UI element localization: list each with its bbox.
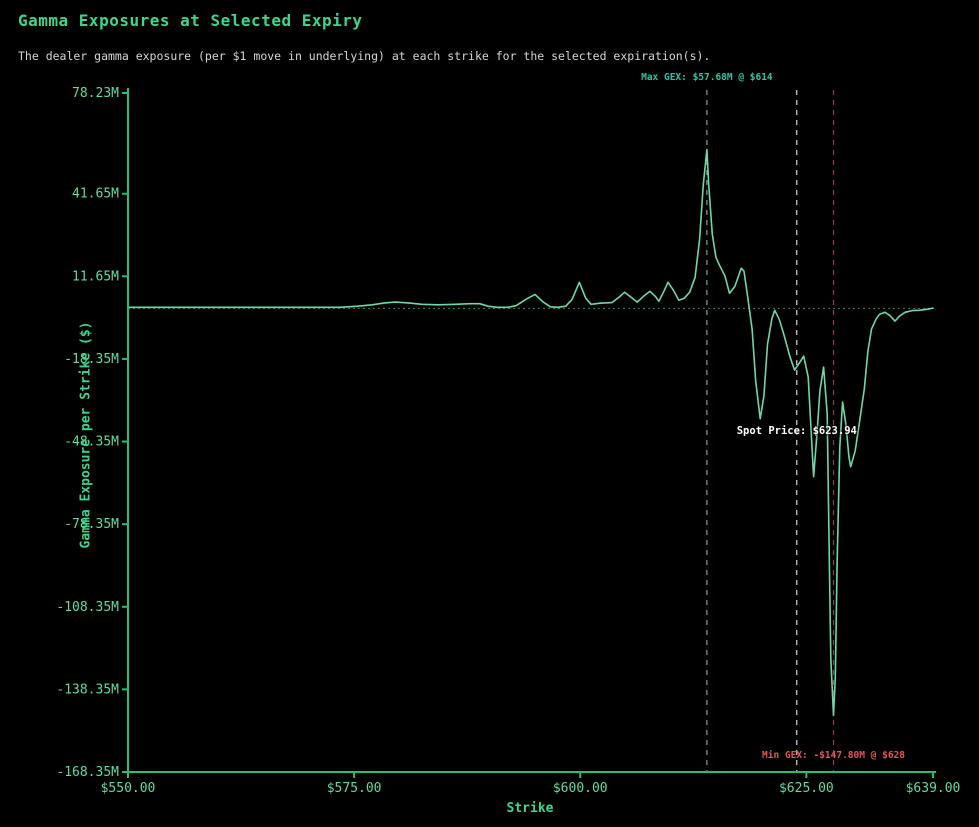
spot-price-annotation: Spot Price: $623.94	[736, 425, 857, 437]
y-tick-label: -138.35M	[56, 682, 119, 697]
min-gex-annotation: Min GEX: -$147.80M @ $628	[762, 750, 905, 761]
x-tick-label: $600.00	[553, 781, 608, 796]
page-subtitle: The dealer gamma exposure (per $1 move i…	[18, 49, 711, 63]
x-tick-label: $625.00	[779, 781, 834, 796]
y-tick-label: -108.35M	[56, 600, 119, 615]
x-tick-label: $639.00	[906, 781, 961, 796]
y-tick-label: -48.35M	[64, 435, 119, 450]
y-axis-label: Gamma Exposure per Strike ($)	[78, 321, 94, 549]
max-gex-annotation: Max GEX: $57.68M @ $614	[641, 72, 773, 83]
x-axis-label: Strike	[506, 801, 554, 816]
y-tick-label: -18.35M	[64, 352, 119, 367]
x-tick-label: $550.00	[101, 781, 156, 796]
y-tick-label: 11.65M	[72, 269, 119, 284]
x-tick-label: $575.00	[327, 781, 382, 796]
y-tick-label: -168.35M	[56, 765, 119, 780]
y-tick-label: 41.65M	[72, 187, 119, 202]
page-title: Gamma Exposures at Selected Expiry	[18, 11, 363, 30]
y-tick-label: -78.35M	[64, 517, 119, 532]
gamma-exposure-curve	[127, 148, 934, 717]
y-tick-label: 78.23M	[72, 86, 119, 101]
